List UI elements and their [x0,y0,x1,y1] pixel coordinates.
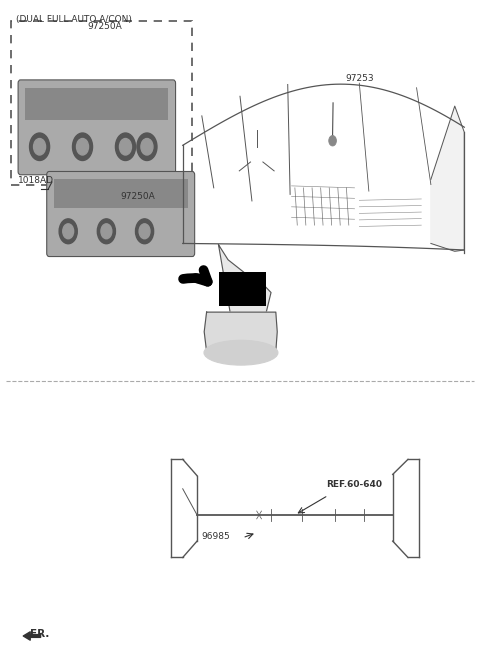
Circle shape [135,219,154,244]
Circle shape [30,133,49,160]
Circle shape [141,139,153,155]
Circle shape [76,139,88,155]
FancyBboxPatch shape [47,171,195,256]
Circle shape [101,224,112,238]
Text: 1018AD: 1018AD [18,175,54,185]
FancyArrowPatch shape [23,632,41,640]
Circle shape [120,139,132,155]
Circle shape [116,133,135,160]
Bar [25,87,168,120]
Polygon shape [204,312,277,351]
Circle shape [34,139,46,155]
FancyBboxPatch shape [18,80,176,175]
Polygon shape [218,245,271,330]
Text: (DUAL FULL AUTO A/CON): (DUAL FULL AUTO A/CON) [16,15,132,24]
Text: REF.60-640: REF.60-640 [326,480,382,489]
Circle shape [97,219,116,244]
Text: 97250A: 97250A [87,22,122,31]
Circle shape [139,224,150,238]
Polygon shape [431,106,464,251]
Circle shape [329,135,336,146]
FancyArrowPatch shape [183,270,208,282]
Text: 97253: 97253 [345,74,373,83]
Text: 97250A: 97250A [120,192,156,201]
Circle shape [72,133,93,160]
Circle shape [59,219,77,244]
Circle shape [137,133,157,160]
Circle shape [63,224,73,238]
Ellipse shape [204,340,278,365]
Text: FR.: FR. [30,629,49,639]
Bar [54,179,188,208]
Bar [218,271,266,306]
Text: 96985: 96985 [202,532,230,541]
